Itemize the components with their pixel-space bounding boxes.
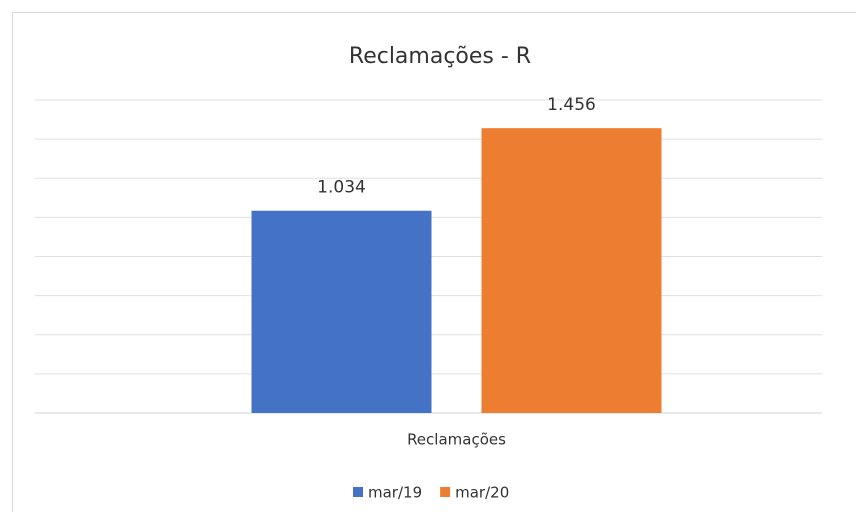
legend-label: mar/20 <box>455 484 509 502</box>
value-label: 1.034 <box>317 178 366 198</box>
legend-label: mar/19 <box>368 484 422 502</box>
legend-swatch <box>353 487 363 497</box>
chart-title: Reclamações - R <box>349 44 531 69</box>
chart-border <box>12 12 856 512</box>
x-tick-label: Reclamações <box>407 431 506 449</box>
bar <box>481 128 662 414</box>
value-label: 1.456 <box>547 95 596 115</box>
bar <box>251 210 432 413</box>
legend-swatch <box>440 487 451 497</box>
